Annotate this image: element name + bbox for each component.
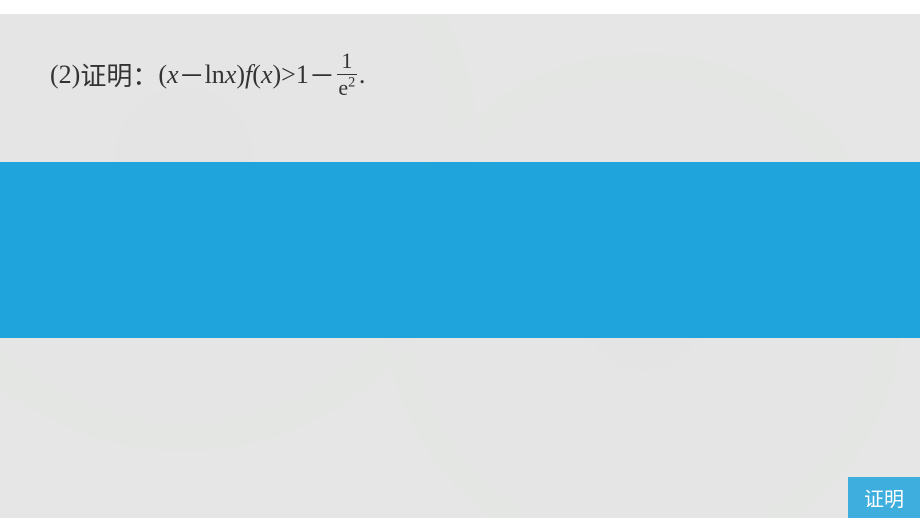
fraction: 1 e2 — [337, 50, 357, 99]
math-expression: (2) 证明： ( x － ln x ) f ( x ) > 1 － 1 e2 … — [50, 50, 365, 99]
var-x-3: x — [261, 60, 273, 90]
slide-page: (2) 证明： ( x － ln x ) f ( x ) > 1 － 1 e2 … — [0, 0, 920, 518]
paren-open: ( — [158, 60, 167, 90]
denom-exponent: 2 — [348, 75, 355, 91]
blue-band — [0, 162, 920, 338]
top-white-band — [0, 0, 920, 14]
one: 1 — [296, 60, 309, 90]
paren-close-2: ) — [272, 60, 281, 90]
proof-button[interactable]: 证明 — [848, 477, 920, 518]
fraction-denominator: e2 — [338, 75, 355, 99]
paren-close: ) — [236, 60, 245, 90]
denom-base: e — [338, 75, 348, 100]
gt-sign: > — [281, 60, 296, 90]
period: . — [359, 60, 366, 90]
paren-open-2: ( — [252, 60, 261, 90]
var-x-1: x — [167, 60, 179, 90]
fraction-numerator: 1 — [337, 50, 357, 75]
verb: 证明： — [80, 56, 158, 93]
ln-text: ln — [205, 60, 225, 90]
part-label: (2) — [50, 60, 80, 90]
problem-statement: (2) 证明： ( x － ln x ) f ( x ) > 1 － 1 e2 … — [50, 50, 365, 99]
var-x-2: x — [225, 60, 237, 90]
func-f: f — [245, 60, 252, 90]
minus-2: － — [309, 56, 335, 93]
minus-1: － — [179, 56, 205, 93]
